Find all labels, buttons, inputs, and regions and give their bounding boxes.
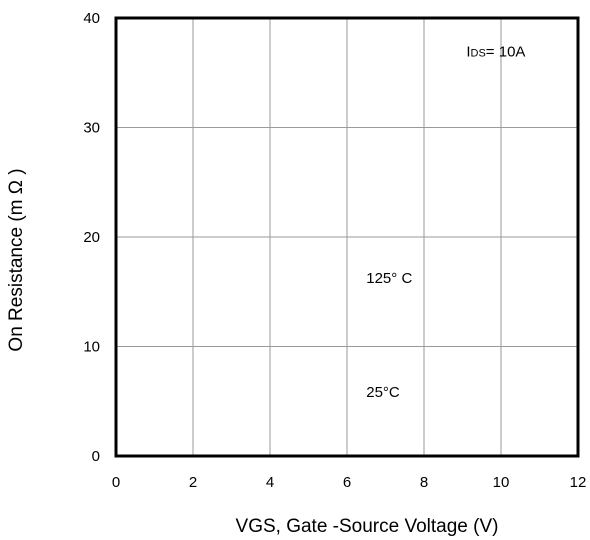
x-tick-label: 8: [420, 474, 428, 491]
x-tick-label: 6: [343, 474, 351, 491]
y-tick-label: 40: [83, 10, 100, 27]
y-tick-label: 10: [83, 339, 100, 356]
y-tick-label: 20: [83, 229, 100, 246]
y-axis-label: On Resistance (m Ω ): [6, 168, 27, 351]
x-tick-label: 0: [112, 474, 120, 491]
x-tick-label: 4: [266, 474, 274, 491]
x-tick-label: 2: [189, 474, 197, 491]
annotations: IDS= 10A 125° C 25°C: [366, 43, 525, 401]
x-tick-labels: 0 2 4 6 8 10 12: [112, 474, 587, 491]
grid: [116, 18, 578, 456]
x-tick-label: 12: [570, 474, 587, 491]
y-tick-label: 0: [92, 448, 100, 465]
annotation-t25: 25°C: [366, 384, 400, 401]
annotation-t125: 125° C: [366, 270, 412, 287]
y-tick-label: 30: [83, 120, 100, 137]
y-tick-labels: 0 10 20 30 40: [83, 10, 100, 465]
annotation-ids: IDS= 10A: [466, 43, 525, 60]
x-tick-label: 10: [493, 474, 510, 491]
plot-frame: [114, 16, 580, 458]
x-axis-label: VGS, Gate -Source Voltage (V): [236, 516, 499, 537]
